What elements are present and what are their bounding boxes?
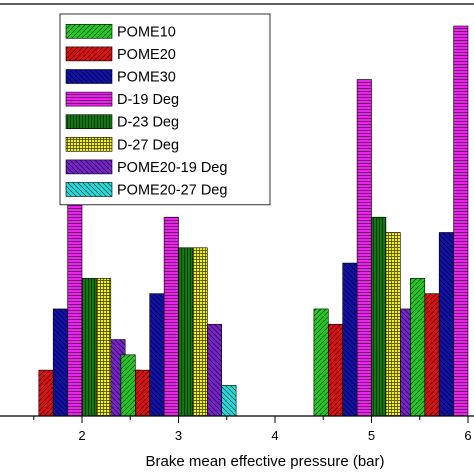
x-tick-label: 6 bbox=[464, 428, 471, 443]
bar-d-27-deg-2 bbox=[96, 278, 112, 417]
bar-pome20-3 bbox=[135, 369, 151, 417]
bar-d-19-deg-3 bbox=[163, 216, 179, 417]
bar-d-19-deg-5 bbox=[356, 79, 372, 417]
legend-label-pome20-27-deg: POME20-27 Deg bbox=[117, 183, 227, 199]
legend-label-pome20-19-deg: POME20-19 Deg bbox=[117, 160, 227, 176]
legend-label-d-27-deg: D-27 Deg bbox=[117, 137, 179, 153]
legend-swatch-d-27-deg bbox=[65, 137, 113, 152]
legend-label-d-23-deg: D-23 Deg bbox=[117, 115, 179, 131]
legend-swatch-pome20 bbox=[65, 46, 113, 62]
bar-pome20-6 bbox=[424, 293, 440, 417]
x-tick-label: 4 bbox=[271, 428, 278, 443]
bar-pome20-19-deg-3 bbox=[207, 323, 223, 417]
legend-swatch-d-23-deg bbox=[65, 114, 113, 129]
bar-pome20-27-deg-3 bbox=[221, 385, 237, 417]
bar-d-27-deg-3 bbox=[192, 247, 208, 417]
bar-d-23-deg-2 bbox=[81, 278, 97, 417]
legend-label-pome30: POME30 bbox=[117, 70, 176, 86]
legend-swatch-pome20-19-deg bbox=[65, 159, 113, 175]
x-tick-label: 5 bbox=[368, 428, 375, 443]
bar-pome10-5 bbox=[313, 308, 329, 417]
x-axis-label: Brake mean effective pressure (bar) bbox=[146, 453, 385, 470]
legend-swatch-d-19-deg bbox=[65, 91, 113, 107]
bar-d-27-deg-5 bbox=[385, 232, 401, 417]
bar-d-23-deg-3 bbox=[178, 247, 194, 417]
legend-swatch-pome20-27-deg bbox=[65, 182, 113, 197]
bar-pome30-3 bbox=[149, 293, 165, 417]
legend-box bbox=[59, 13, 271, 206]
axes-layer: 2 3 4 5 6 Brake mean effective pressure (bar) bbox=[0, 3, 474, 470]
bar-pome20-5 bbox=[327, 323, 343, 417]
legend-swatch-pome10 bbox=[65, 23, 113, 39]
bar-pome10-6 bbox=[410, 278, 426, 417]
bar-pome30-6 bbox=[438, 232, 454, 417]
legend: POME10 POME20 POME30 D-19 Deg D-23 Deg D-27 D… bbox=[59, 13, 271, 206]
legend-swatch-pome30 bbox=[65, 69, 113, 84]
x-tick-label: 3 bbox=[175, 428, 182, 443]
legend-label-pome20: POME20 bbox=[117, 47, 176, 63]
bar-pome30-5 bbox=[342, 262, 358, 417]
legend-label-pome10: POME10 bbox=[117, 24, 176, 40]
bar-pome20-2 bbox=[38, 369, 54, 417]
bar-pome30-2 bbox=[52, 308, 68, 417]
bar-d-23-deg-5 bbox=[371, 216, 387, 417]
legend-label-d-19-deg: D-19 Deg bbox=[117, 92, 179, 108]
bars-layer bbox=[38, 25, 469, 417]
bar-pome10-3 bbox=[120, 354, 136, 417]
x-tick-label: 2 bbox=[78, 428, 85, 443]
bar-d-19-deg-6 bbox=[453, 25, 469, 417]
